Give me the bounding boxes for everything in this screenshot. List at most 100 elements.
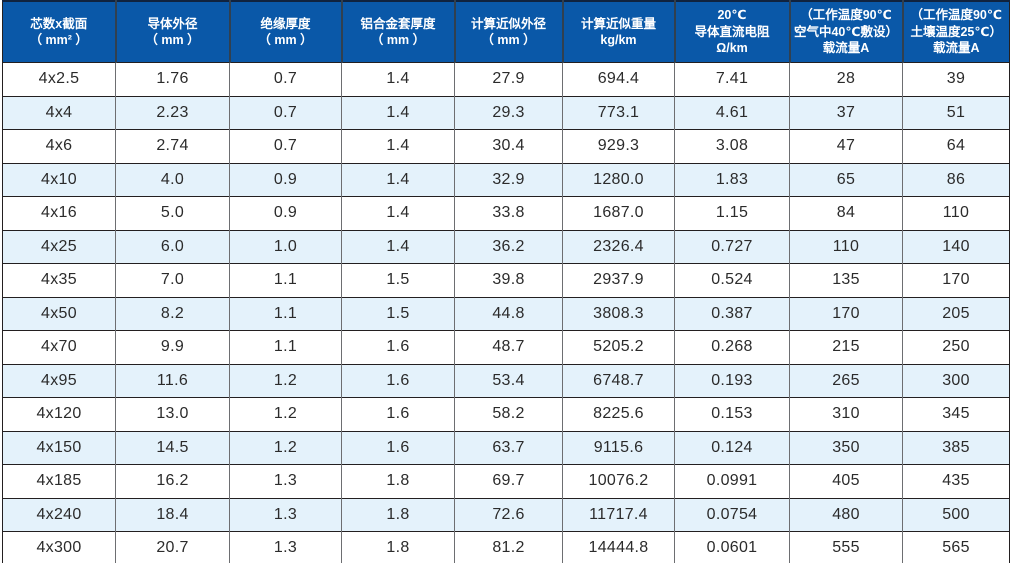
table-cell-ampacity-air: 84 [789, 196, 903, 230]
column-header-line: （工作温度90℃ [800, 8, 892, 23]
spec-table-body: 4x2.5 1.76 0.7 1.4 27.9 694.4 7.41 28 39 4x4 2.23 0… [2, 62, 1010, 563]
table-cell-calc-weight: 929.3 [562, 129, 675, 163]
table-cell-core-size: 4x6 [2, 129, 116, 163]
table-cell-calc-weight: 5205.2 [562, 330, 675, 364]
table-cell-calc-weight: 1687.0 [562, 196, 675, 230]
table-row: 4x35 7.0 1.1 1.5 39.8 2937.9 0.524 135 170 [2, 263, 1010, 297]
table-cell-core-size: 4x150 [2, 430, 116, 465]
spec-table-header-row: 芯数x截面 （ mm² ） 导体外径 （ mm ） 绝缘厚度 （ mm ） 铝合金套厚度 （ … [2, 0, 1010, 63]
table-row: 4x185 16.2 1.3 1.8 69.7 10076.2 0.0991 405 435 [2, 464, 1010, 498]
table-cell-calc-od: 30.4 [454, 129, 563, 163]
table-cell-insulation-thk: 0.9 [229, 162, 342, 197]
table-cell-conductor-od: 5.0 [115, 196, 230, 230]
table-cell-dc-resistance: 4.61 [674, 95, 790, 130]
table-cell-conductor-od: 18.4 [115, 497, 230, 532]
table-row: 4x16 5.0 0.9 1.4 33.8 1687.0 1.15 84 110 [2, 196, 1010, 230]
table-cell-calc-weight: 14444.8 [562, 531, 675, 563]
table-cell-core-size: 4x120 [2, 397, 116, 431]
column-header-conductor-od: 导体外径 （ mm ） [115, 0, 231, 63]
table-cell-conductor-od: 11.6 [115, 363, 230, 398]
column-header-line: 空气中40℃敷设） [793, 24, 899, 39]
table-cell-calc-od: 33.8 [454, 196, 563, 230]
table-cell-calc-weight: 6748.7 [562, 363, 675, 398]
column-header-line: 土壤温度25℃） [910, 24, 1003, 39]
column-header-line: 导体外径 [147, 16, 198, 31]
table-cell-ampacity-soil: 140 [902, 229, 1010, 264]
table-cell-alloy-sheath-thk: 1.4 [341, 162, 455, 197]
table-cell-dc-resistance: 1.83 [674, 162, 790, 197]
table-cell-insulation-thk: 1.3 [229, 464, 342, 498]
table-cell-dc-resistance: 3.08 [674, 129, 790, 163]
table-cell-alloy-sheath-thk: 1.6 [341, 363, 455, 398]
table-cell-insulation-thk: 1.3 [229, 531, 342, 563]
table-cell-calc-weight: 1280.0 [562, 162, 675, 197]
table-cell-ampacity-air: 170 [789, 296, 903, 331]
table-cell-core-size: 4x50 [2, 296, 116, 331]
column-header-core-size: 芯数x截面 （ mm² ） [2, 0, 117, 63]
table-cell-dc-resistance: 0.387 [674, 296, 790, 331]
table-row: 4x25 6.0 1.0 1.4 36.2 2326.4 0.727 110 140 [2, 229, 1010, 264]
table-cell-core-size: 4x300 [2, 531, 116, 563]
table-cell-ampacity-soil: 565 [902, 531, 1010, 563]
table-cell-dc-resistance: 0.268 [674, 330, 790, 364]
table-cell-ampacity-air: 47 [789, 129, 903, 163]
table-cell-alloy-sheath-thk: 1.8 [341, 464, 455, 498]
table-cell-ampacity-soil: 170 [902, 263, 1010, 297]
table-cell-core-size: 4x16 [2, 196, 116, 230]
table-cell-dc-resistance: 0.124 [674, 430, 790, 465]
table-cell-alloy-sheath-thk: 1.4 [341, 95, 455, 130]
column-header-calc-od: 计算近似外径 （ mm ） [454, 0, 564, 63]
table-cell-core-size: 4x185 [2, 464, 116, 498]
column-header-line: 20℃ [717, 8, 747, 23]
column-header-line: （ mm ） [258, 33, 313, 47]
table-cell-core-size: 4x10 [2, 162, 116, 197]
column-header-line: 计算近似外径 [470, 16, 546, 31]
table-cell-calc-od: 36.2 [454, 229, 563, 264]
table-cell-calc-od: 32.9 [454, 162, 563, 197]
table-cell-ampacity-air: 28 [789, 62, 903, 96]
table-cell-calc-od: 72.6 [454, 497, 563, 532]
table-cell-dc-resistance: 0.0601 [674, 531, 790, 563]
table-cell-ampacity-soil: 435 [902, 464, 1010, 498]
table-cell-ampacity-air: 110 [789, 229, 903, 264]
table-cell-conductor-od: 16.2 [115, 464, 230, 498]
table-cell-ampacity-soil: 205 [902, 296, 1010, 331]
table-cell-ampacity-air: 350 [789, 430, 903, 465]
table-row: 4x70 9.9 1.1 1.6 48.7 5205.2 0.268 215 250 [2, 330, 1010, 364]
column-header-line: （ mm ） [145, 33, 200, 47]
column-header-ampacity-air: （工作温度90℃ 空气中40℃敷设） 载流量A [789, 0, 904, 63]
table-row: 4x150 14.5 1.2 1.6 63.7 9115.6 0.124 350 385 [2, 430, 1010, 465]
column-header-line: 铝合金套厚度 [360, 16, 436, 31]
column-header-line: Ω/km [716, 41, 748, 56]
column-header-line: （ mm² ） [29, 33, 88, 47]
table-cell-ampacity-soil: 385 [902, 430, 1010, 465]
spec-table-header: 芯数x截面 （ mm² ） 导体外径 （ mm ） 绝缘厚度 （ mm ） 铝合金套厚度 （ … [2, 0, 1010, 63]
table-cell-calc-od: 58.2 [454, 397, 563, 431]
column-header-line: kg/km [600, 33, 637, 47]
table-cell-insulation-thk: 0.7 [229, 62, 342, 96]
column-header-ampacity-soil: （工作温度90℃ 土壤温度25℃） 载流量A [902, 0, 1010, 63]
table-cell-core-size: 4x70 [2, 330, 116, 364]
table-cell-core-size: 4x4 [2, 95, 116, 130]
table-row: 4x240 18.4 1.3 1.8 72.6 11717.4 0.0754 480 500 [2, 497, 1010, 532]
table-cell-alloy-sheath-thk: 1.5 [341, 263, 455, 297]
table-cell-alloy-sheath-thk: 1.4 [341, 129, 455, 163]
table-cell-conductor-od: 2.74 [115, 129, 230, 163]
table-row: 4x2.5 1.76 0.7 1.4 27.9 694.4 7.41 28 39 [2, 62, 1010, 96]
table-cell-calc-weight: 2326.4 [562, 229, 675, 264]
table-cell-insulation-thk: 1.1 [229, 296, 342, 331]
table-cell-ampacity-air: 37 [789, 95, 903, 130]
table-cell-dc-resistance: 0.727 [674, 229, 790, 264]
table-cell-insulation-thk: 1.1 [229, 263, 342, 297]
table-cell-calc-od: 48.7 [454, 330, 563, 364]
table-cell-alloy-sheath-thk: 1.4 [341, 229, 455, 264]
column-header-alloy-sheath-thk: 铝合金套厚度 （ mm ） [341, 0, 456, 63]
table-cell-insulation-thk: 0.7 [229, 129, 342, 163]
table-cell-calc-weight: 2937.9 [562, 263, 675, 297]
column-header-line: （ mm ） [481, 33, 536, 47]
table-cell-calc-od: 39.8 [454, 263, 563, 297]
column-header-insulation-thk: 绝缘厚度 （ mm ） [229, 0, 343, 63]
table-cell-ampacity-soil: 110 [902, 196, 1010, 230]
